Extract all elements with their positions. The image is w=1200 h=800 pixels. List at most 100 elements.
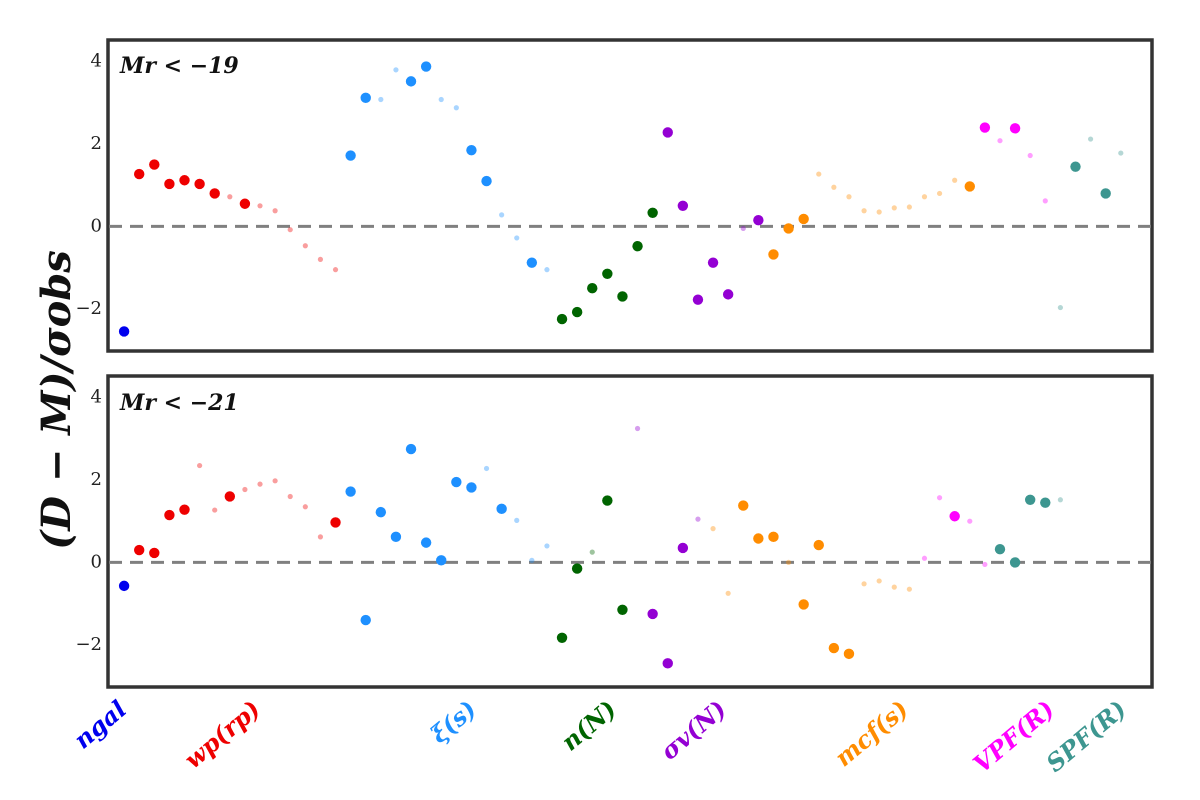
y-tick-label: 4: [91, 387, 102, 408]
panel-top-label: Mr < −19: [119, 53, 239, 79]
group-label-xi: ξ(s): [425, 694, 482, 749]
data-point: [317, 534, 324, 540]
data-point: [179, 175, 190, 186]
data-point: [453, 105, 459, 111]
data-point: [1009, 123, 1021, 134]
y-axis-label: (D − M)/σobs: [33, 250, 80, 549]
data-point: [496, 503, 507, 515]
data-point: [345, 150, 356, 161]
data-point: [149, 159, 160, 170]
data-point: [979, 122, 991, 133]
data-point: [722, 289, 734, 300]
panel-bottom: −2 0 2 4 Mr < −21: [75, 374, 1154, 689]
data-point: [526, 257, 538, 268]
data-point: [662, 127, 673, 138]
data-point: [209, 188, 220, 199]
data-point: [194, 178, 205, 190]
data-point: [529, 557, 535, 563]
data-point: [602, 268, 613, 279]
data-point: [149, 547, 160, 559]
data-point: [544, 267, 550, 273]
data-point: [906, 586, 912, 592]
data-point: [587, 283, 598, 294]
y-tick-label: 0: [91, 215, 102, 236]
data-point: [1057, 304, 1063, 311]
data-point: [499, 212, 505, 218]
data-point: [768, 249, 779, 260]
y-tick-label: 2: [91, 469, 102, 490]
data-point: [876, 209, 882, 215]
data-point: [436, 555, 447, 566]
data-point: [647, 608, 658, 620]
data-point: [1040, 497, 1051, 508]
data-point: [997, 138, 1003, 144]
data-point: [134, 544, 145, 556]
panel-bottom-label: Mr < −21: [119, 390, 239, 416]
data-point: [768, 531, 779, 543]
data-point: [405, 76, 417, 87]
data-point: [179, 504, 190, 515]
data-point: [1087, 136, 1094, 142]
data-point: [164, 178, 175, 190]
data-point: [332, 267, 339, 273]
data-point: [753, 215, 764, 226]
data-point: [483, 465, 490, 472]
data-point: [952, 177, 958, 183]
data-point: [725, 590, 731, 596]
data-point: [330, 517, 341, 528]
data-point: [634, 425, 641, 432]
panel-top-y-ticks: −2 0 2 4: [75, 51, 102, 319]
data-point: [466, 482, 477, 493]
data-point: [816, 171, 822, 177]
panel-bottom-frame: [106, 374, 1154, 689]
data-point: [317, 256, 324, 262]
data-point: [481, 175, 492, 187]
data-point: [710, 526, 716, 532]
group-label-spf: SPF(R): [1040, 694, 1131, 777]
data-point: [1070, 161, 1081, 172]
group-labels: ngal wp(rp) ξ(s) n(N) σv(N) mcf(s) VPF(R…: [68, 694, 1132, 778]
data-point: [876, 578, 882, 584]
data-point: [378, 96, 384, 103]
data-point: [405, 443, 417, 455]
data-point: [272, 208, 278, 214]
data-point: [936, 495, 943, 501]
y-tick-label: 2: [91, 133, 102, 154]
data-point: [1042, 198, 1048, 204]
data-point: [393, 67, 399, 73]
data-point: [227, 194, 233, 200]
y-tick-label: 4: [91, 51, 102, 72]
group-label-vpf: VPF(R): [967, 694, 1059, 778]
data-point: [571, 306, 583, 318]
data-point: [846, 194, 852, 200]
data-point: [740, 225, 746, 232]
data-point: [785, 559, 792, 566]
data-point: [514, 517, 520, 523]
data-point: [302, 243, 308, 249]
data-point: [921, 194, 928, 200]
data-point: [134, 168, 145, 180]
y-tick-label: 0: [91, 551, 102, 572]
data-point: [753, 533, 764, 544]
data-point: [632, 240, 643, 252]
data-point: [360, 92, 371, 104]
data-point: [994, 544, 1006, 555]
data-point: [692, 294, 704, 305]
data-point: [949, 511, 960, 522]
data-point: [242, 486, 248, 493]
data-point: [906, 204, 912, 210]
data-point: [828, 642, 840, 654]
data-point: [438, 96, 444, 103]
data-point: [1118, 150, 1124, 156]
data-point: [813, 539, 824, 551]
data-point: [738, 500, 749, 511]
data-point: [556, 632, 568, 643]
panel-bottom-y-ticks: −2 0 2 4: [75, 387, 102, 655]
data-point: [544, 543, 550, 549]
data-point: [571, 563, 583, 574]
data-point: [662, 658, 673, 669]
data-point: [1027, 152, 1033, 159]
data-point: [891, 205, 897, 211]
data-point: [677, 542, 689, 554]
